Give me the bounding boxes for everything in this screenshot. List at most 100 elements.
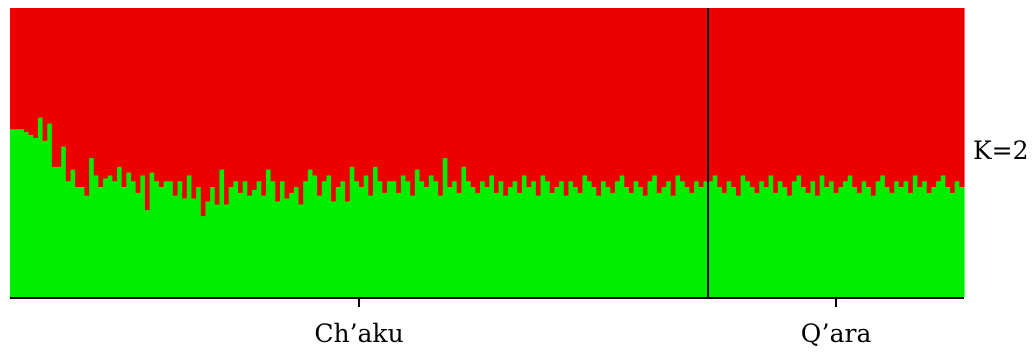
bar-cluster-2 — [782, 8, 788, 188]
bar-cluster-1 — [940, 175, 946, 297]
bar-cluster-2 — [694, 8, 700, 182]
bar-cluster-1 — [219, 169, 225, 297]
bar-cluster-2 — [349, 8, 355, 167]
bar-cluster-2 — [396, 8, 402, 193]
bar-cluster-1 — [214, 204, 221, 297]
bar-cluster-1 — [936, 181, 942, 297]
bar-cluster-2 — [894, 8, 900, 182]
bar-cluster-1 — [787, 195, 793, 297]
bar-cluster-1 — [954, 181, 960, 297]
bar-cluster-2 — [107, 8, 113, 176]
bar-cluster-1 — [884, 187, 891, 297]
bar-cluster-1 — [819, 175, 825, 297]
bar-cluster-1 — [698, 187, 704, 297]
bar-cluster-1 — [647, 181, 653, 297]
bar-cluster-2 — [521, 8, 528, 176]
bar-cluster-2 — [79, 8, 86, 188]
bar-cluster-1 — [549, 192, 556, 297]
bar-cluster-2 — [19, 8, 25, 130]
bar-cluster-1 — [377, 181, 383, 297]
bar-cluster-2 — [573, 8, 579, 188]
bar-cluster-2 — [698, 8, 704, 188]
bar-cluster-1 — [866, 187, 872, 297]
bar-cluster-2 — [475, 8, 481, 193]
bar-cluster-2 — [172, 8, 179, 196]
bar-cluster-2 — [238, 8, 244, 193]
bar-cluster-1 — [433, 181, 439, 297]
bar-cluster-1 — [498, 181, 504, 297]
bar-cluster-1 — [847, 175, 853, 297]
bar-cluster-1 — [172, 195, 179, 297]
bar-cluster-2 — [126, 8, 132, 173]
bar-cluster-1 — [638, 187, 644, 297]
bar-cluster-2 — [861, 8, 867, 182]
population-label-0: Ch’aku — [314, 319, 403, 348]
bar-cluster-1 — [135, 192, 141, 297]
bar-cluster-2 — [596, 8, 602, 196]
bar-cluster-2 — [833, 8, 839, 193]
bar-cluster-2 — [307, 8, 314, 170]
bar-cluster-2 — [317, 8, 323, 196]
bar-cluster-1 — [447, 187, 453, 297]
bar-cluster-2 — [400, 8, 407, 176]
bar-cluster-1 — [410, 195, 416, 297]
bar-cluster-2 — [926, 8, 933, 193]
bar-cluster-2 — [847, 8, 853, 176]
bar-cluster-2 — [708, 8, 714, 182]
bar-cluster-2 — [256, 8, 262, 182]
bar-cluster-2 — [791, 8, 798, 182]
bar-cluster-2 — [331, 8, 337, 202]
bar-cluster-1 — [233, 181, 239, 297]
bar-cluster-1 — [307, 169, 314, 297]
bar-cluster-1 — [726, 181, 732, 297]
bar-cluster-2 — [14, 8, 20, 130]
bar-cluster-1 — [154, 181, 160, 297]
bar-cluster-1 — [42, 140, 48, 297]
bar-cluster-2 — [763, 8, 770, 188]
bar-cluster-2 — [261, 8, 267, 196]
bar-cluster-1 — [419, 181, 425, 297]
bar-cluster-2 — [386, 8, 393, 182]
bar-cluster-2 — [242, 8, 248, 182]
bar-cluster-2 — [610, 8, 616, 193]
bar-cluster-1 — [51, 166, 58, 297]
bar-cluster-2 — [447, 8, 453, 188]
bar-cluster-1 — [23, 132, 30, 297]
bar-cluster-1 — [801, 187, 807, 297]
bar-cluster-2 — [577, 8, 583, 193]
bar-cluster-2 — [354, 8, 360, 182]
bar-cluster-1 — [461, 166, 467, 297]
bar-cluster-1 — [112, 181, 118, 297]
bar-cluster-1 — [28, 135, 34, 297]
bar-cluster-1 — [438, 195, 444, 297]
bar-cluster-1 — [722, 192, 728, 297]
bar-cluster-1 — [521, 175, 528, 297]
bar-cluster-2 — [740, 8, 746, 176]
bar-cluster-1 — [610, 192, 616, 297]
bar-cluster-2 — [549, 8, 556, 193]
bar-cluster-1 — [84, 195, 90, 297]
bar-cluster-1 — [870, 195, 877, 297]
bar-cluster-1 — [782, 187, 788, 297]
bar-cluster-2 — [33, 8, 39, 139]
bar-cluster-1 — [107, 175, 113, 297]
bar-cluster-2 — [340, 8, 346, 182]
bar-cluster-1 — [661, 187, 667, 297]
bar-cluster-2 — [433, 8, 439, 182]
bar-cluster-2 — [103, 8, 109, 179]
bar-cluster-2 — [391, 8, 397, 182]
bar-cluster-2 — [442, 8, 449, 159]
bar-cluster-2 — [777, 8, 784, 182]
bar-cluster-2 — [56, 8, 62, 167]
bar-cluster-1 — [512, 181, 518, 297]
bar-cluster-2 — [945, 8, 951, 188]
bar-cluster-1 — [298, 204, 304, 297]
bar-cluster-2 — [624, 8, 630, 188]
x-axis-ticks — [358, 298, 838, 307]
bar-cluster-1 — [321, 181, 328, 297]
bar-cluster-1 — [475, 192, 481, 297]
bar-cluster-2 — [466, 8, 472, 182]
bar-cluster-1 — [224, 204, 230, 297]
bar-cluster-1 — [489, 175, 495, 297]
k-label: K=2 — [973, 136, 1029, 165]
